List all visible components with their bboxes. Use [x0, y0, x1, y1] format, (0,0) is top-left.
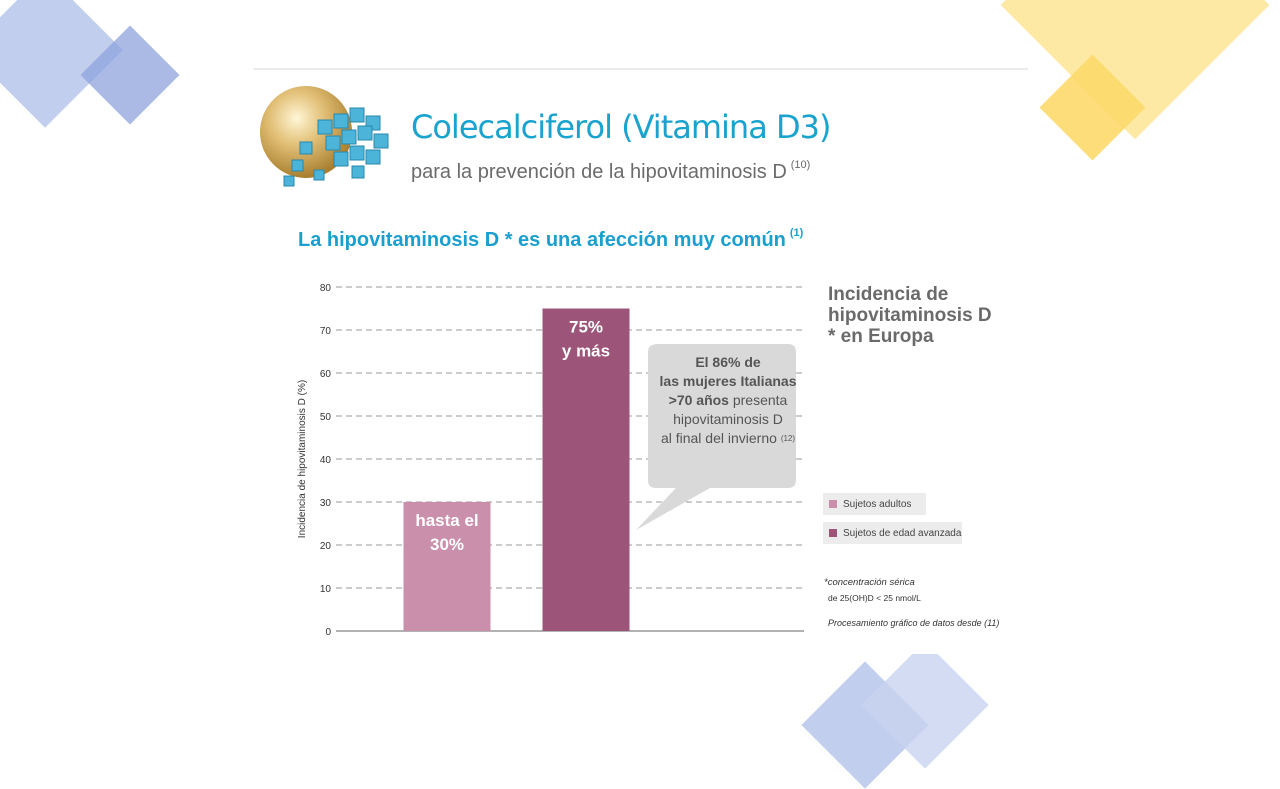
- legend-title: Incidencia de hipovitaminosis D * en Eur…: [828, 284, 992, 347]
- subtitle-reference: (10): [790, 159, 811, 171]
- content-card: [253, 68, 1028, 654]
- bar-data-label: y más: [562, 342, 610, 361]
- legend-item-elderly: Sujetos de edad avanzada: [823, 522, 962, 544]
- y-tick-label: 30: [320, 498, 332, 509]
- footnote-serum: *concentración sérica: [824, 577, 915, 588]
- y-axis-title: Incidencia de hipovitaminosis D (%): [297, 380, 308, 538]
- legend-swatch-elderly: [829, 529, 837, 537]
- footnote-threshold: de 25(OH)D < 25 nmol/L: [828, 593, 921, 603]
- legend-item-adults: Sujetos adultos: [823, 493, 926, 515]
- bar-data-label: hasta el: [415, 511, 478, 530]
- vitamin-capsule-illustration: [260, 86, 389, 187]
- y-tick-label: 0: [325, 627, 331, 638]
- y-tick-label: 70: [320, 326, 332, 337]
- bar-adults: [403, 502, 491, 631]
- bar-data-label: 30%: [430, 535, 464, 554]
- callout-text: El 86% de las mujeres Italianas >70 años…: [659, 354, 797, 446]
- legend-swatch-adults: [829, 500, 837, 508]
- y-tick-label: 10: [320, 584, 332, 595]
- page-subtitle: para la prevención de la hipovitaminosis…: [411, 159, 811, 183]
- source-note: Procesamiento gráfico de datos desde (11…: [828, 618, 1000, 628]
- y-tick-label: 50: [320, 412, 332, 423]
- callout-bubble: [636, 344, 796, 530]
- y-tick-label: 80: [320, 283, 332, 294]
- decorative-diamond: [1000, 0, 1270, 140]
- y-tick-label: 60: [320, 369, 332, 380]
- bar-elderly: [542, 308, 630, 631]
- section-heading: La hipovitaminosis D * es una afección m…: [298, 227, 804, 251]
- heading-reference: (1): [789, 227, 804, 239]
- page-title: Colecalciferol (Vitamina D3): [411, 108, 831, 146]
- y-tick-label: 20: [320, 541, 332, 552]
- bar-data-label: 75%: [569, 318, 603, 337]
- y-tick-label: 40: [320, 455, 332, 466]
